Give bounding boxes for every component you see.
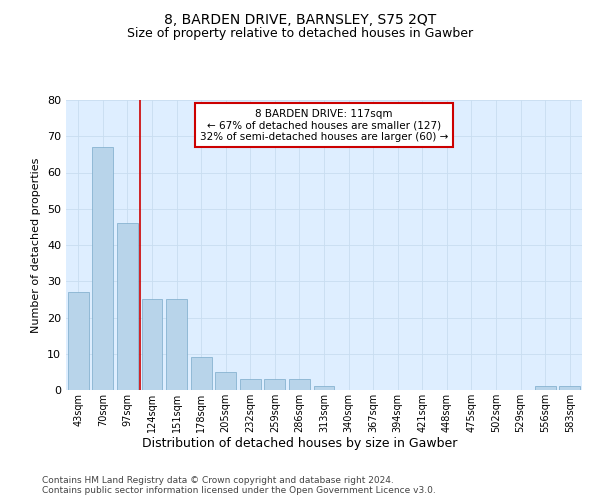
Bar (265, 379, 286, 390)
Text: 8 BARDEN DRIVE: 117sqm
← 67% of detached houses are smaller (127)
32% of semi-de: 8 BARDEN DRIVE: 117sqm ← 67% of detached… (200, 108, 448, 142)
Bar (215, 372, 236, 390)
Bar (117, 223, 138, 390)
Text: Contains HM Land Registry data © Crown copyright and database right 2024.
Contai: Contains HM Land Registry data © Crown c… (42, 476, 436, 495)
Bar (166, 300, 187, 390)
Bar (92, 147, 113, 390)
Text: Distribution of detached houses by size in Gawber: Distribution of detached houses by size … (142, 438, 458, 450)
Text: Size of property relative to detached houses in Gawber: Size of property relative to detached ho… (127, 28, 473, 40)
Bar (240, 379, 261, 390)
Bar (535, 386, 556, 390)
Bar (289, 379, 310, 390)
Bar (559, 386, 580, 390)
Y-axis label: Number of detached properties: Number of detached properties (31, 158, 41, 332)
Text: 8, BARDEN DRIVE, BARNSLEY, S75 2QT: 8, BARDEN DRIVE, BARNSLEY, S75 2QT (164, 12, 436, 26)
Bar (142, 300, 163, 390)
Bar (191, 358, 212, 390)
Bar (314, 386, 334, 390)
Bar (68, 292, 89, 390)
